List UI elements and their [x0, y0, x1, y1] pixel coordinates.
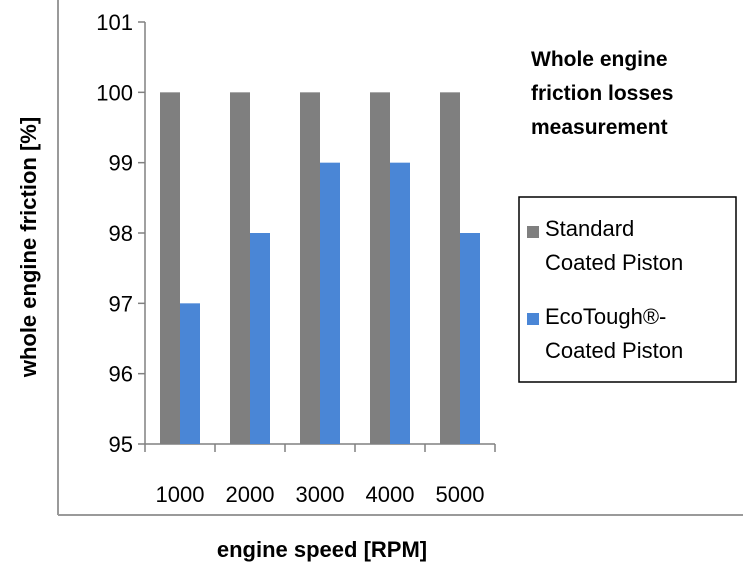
chart-title-line-1: Whole engine — [531, 48, 668, 71]
x-tick-label: 1000 — [156, 482, 205, 507]
chart-title-line-2: friction losses — [531, 82, 673, 105]
bar-ecotough — [320, 162, 340, 444]
legend: Standard Coated Piston EcoTough®- Coated… — [518, 196, 737, 383]
y-tick-label: 99 — [109, 151, 133, 176]
x-axis-title: engine speed [RPM] — [217, 537, 427, 562]
x-tick-label: 5000 — [436, 482, 485, 507]
bar-standard — [370, 92, 390, 444]
bar-ecotough — [390, 162, 410, 444]
bar-ecotough — [180, 303, 200, 444]
chart-title: Whole engine friction losses measurement — [531, 48, 673, 139]
bar-standard — [230, 92, 250, 444]
y-ticks: 95 96 97 98 99 100 101 — [96, 10, 145, 457]
bar-ecotough — [460, 233, 480, 444]
y-tick-label: 95 — [109, 432, 133, 457]
bar-ecotough — [250, 233, 270, 444]
bars — [160, 92, 480, 444]
legend-label-standard-line-2: Coated Piston — [545, 250, 683, 275]
y-tick-label: 100 — [96, 80, 133, 105]
legend-swatch-standard — [527, 226, 539, 238]
x-tick-label: 3000 — [296, 482, 345, 507]
y-axis-title: whole engine friction [%] — [16, 117, 41, 378]
chart-title-line-3: measurement — [531, 116, 668, 139]
y-tick-label: 101 — [96, 10, 133, 35]
x-ticks: 1000 2000 3000 4000 5000 — [144, 444, 496, 507]
bar-standard — [440, 92, 460, 444]
x-tick-label: 2000 — [226, 482, 275, 507]
legend-border — [518, 196, 737, 383]
x-tick-label: 4000 — [366, 482, 415, 507]
y-tick-label: 96 — [109, 362, 133, 387]
bar-standard — [300, 92, 320, 444]
legend-label-ecotough-line-1: EcoTough®- — [545, 304, 666, 329]
bar-standard — [160, 92, 180, 444]
y-tick-label: 98 — [109, 221, 133, 246]
legend-swatch-ecotough — [527, 313, 539, 325]
y-tick-label: 97 — [109, 291, 133, 316]
legend-label-ecotough-line-2: Coated Piston — [545, 338, 683, 363]
legend-label-standard-line-1: Standard — [545, 216, 634, 241]
